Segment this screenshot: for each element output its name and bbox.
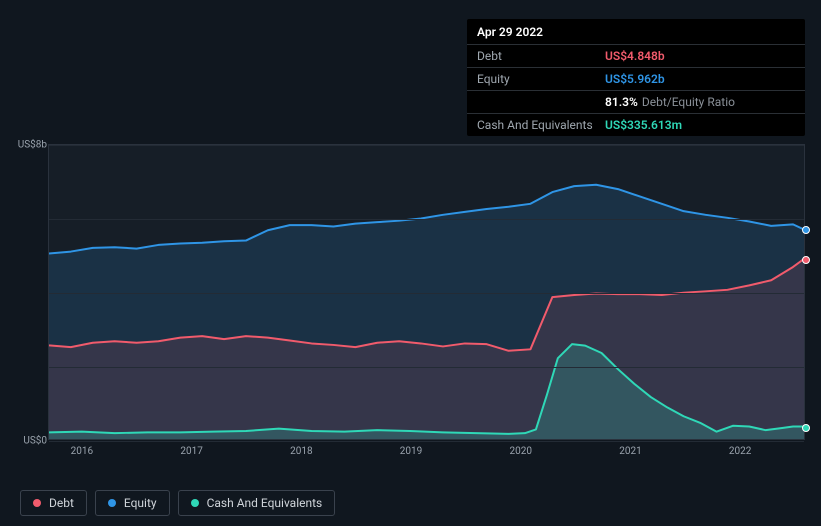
series-end-marker (802, 424, 810, 432)
chart-svg (49, 145, 804, 439)
tooltip-row-value: 81.3%Debt/Equity Ratio (605, 95, 735, 109)
x-axis-label: 2019 (400, 446, 422, 457)
x-axis-label: 2020 (510, 446, 532, 457)
tooltip-row-value: US$5.962b (605, 72, 665, 86)
legend-label: Equity (124, 496, 157, 510)
tooltip-row-label: Debt (477, 49, 605, 63)
tooltip-date: Apr 29 2022 (467, 19, 805, 44)
tooltip-row: 81.3%Debt/Equity Ratio (467, 90, 805, 113)
x-axis-label: 2022 (729, 446, 751, 457)
tooltip-row: DebtUS$4.848b (467, 44, 805, 67)
x-axis-label: 2016 (71, 446, 93, 457)
x-axis-label: 2021 (619, 446, 641, 457)
grid-line (49, 441, 804, 442)
series-end-marker (802, 256, 810, 264)
grid-line (49, 367, 804, 368)
series-end-marker (802, 226, 810, 234)
legend-label: Debt (49, 496, 74, 510)
tooltip-row-label: Equity (477, 72, 605, 86)
legend-dot-icon (191, 499, 199, 507)
tooltip-row-label: Cash And Equivalents (477, 118, 605, 132)
legend-item[interactable]: Cash And Equivalents (178, 490, 336, 516)
legend-dot-icon (108, 499, 116, 507)
grid-line (49, 293, 804, 294)
tooltip-row-label (477, 95, 605, 109)
y-axis-label: US$8b (17, 140, 47, 151)
financials-chart: US$0 US$8b 2016 2017 2018 2019 2020 2021 2022 (16, 120, 805, 460)
legend-label: Cash And Equivalents (207, 496, 323, 510)
tooltip-row-sub: Debt/Equity Ratio (642, 95, 735, 109)
legend-item[interactable]: Debt (20, 490, 87, 516)
tooltip-row: EquityUS$5.962b (467, 67, 805, 90)
tooltip-row-value: US$335.613m (605, 118, 682, 132)
legend-dot-icon (33, 499, 41, 507)
grid-line (49, 219, 804, 220)
legend: Debt Equity Cash And Equivalents (20, 490, 335, 516)
chart-tooltip: Apr 29 2022 DebtUS$4.848bEquityUS$5.962b… (467, 19, 805, 136)
y-axis-label: US$0 (17, 436, 47, 447)
legend-item[interactable]: Equity (95, 490, 170, 516)
x-axis-label: 2018 (290, 446, 312, 457)
plot-area[interactable]: US$0US$8b2016201720182019202020212022 (48, 144, 805, 440)
tooltip-row: Cash And EquivalentsUS$335.613m (467, 113, 805, 136)
grid-line (49, 145, 804, 146)
x-axis-label: 2017 (180, 446, 202, 457)
tooltip-row-value: US$4.848b (605, 49, 665, 63)
